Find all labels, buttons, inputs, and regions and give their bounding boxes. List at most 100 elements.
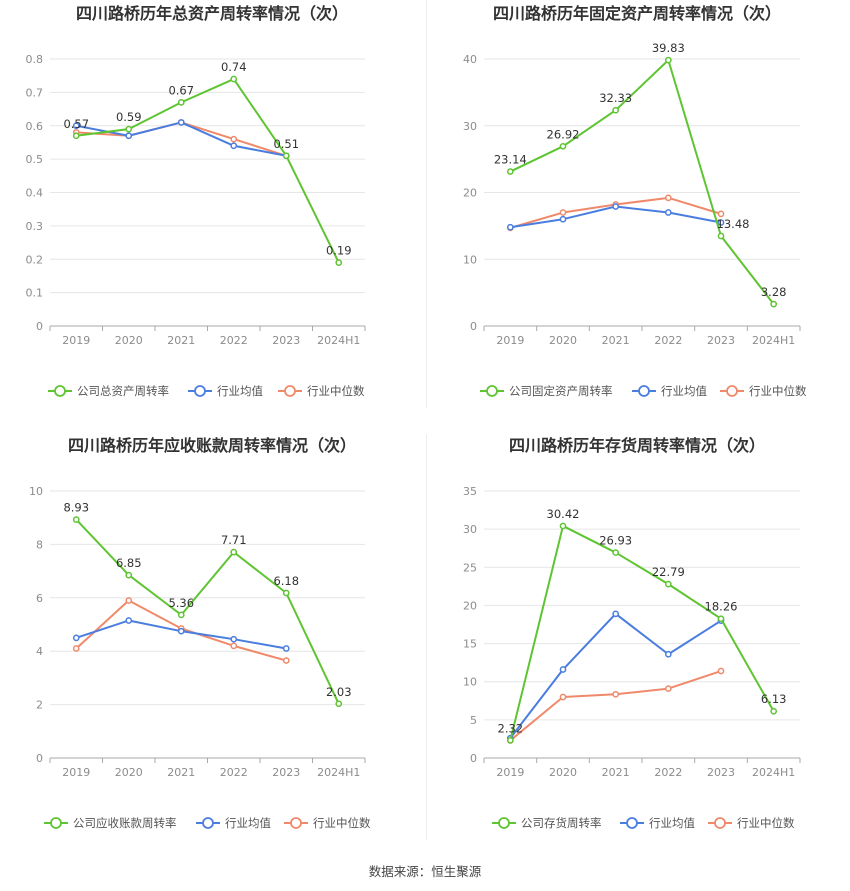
series-line-company: [509, 524, 775, 741]
legend-marker-icon: [726, 385, 738, 397]
legend-item-company[interactable]: 公司固定资产周转率: [480, 384, 613, 398]
legend-marker-icon: [194, 385, 206, 397]
data-point-company: [72, 132, 80, 140]
data-label: 0.74: [221, 60, 247, 74]
y-tick-label: 0: [470, 320, 477, 333]
x-tick-label: 2023: [272, 334, 300, 347]
y-tick-label: 6: [36, 592, 43, 605]
data-label: 26.92: [547, 127, 580, 141]
data-point-avg: [612, 610, 620, 618]
y-tick-label: 0.7: [26, 86, 44, 99]
x-tick-label: 2019: [496, 766, 524, 779]
data-point-company: [177, 99, 185, 106]
x-tick-label: 2024H1: [752, 334, 795, 347]
legend-marker-icon: [498, 817, 510, 829]
data-point-company: [282, 152, 290, 160]
data-point-median: [559, 693, 567, 701]
data-point-median: [230, 642, 238, 650]
data-point-company: [125, 571, 133, 579]
legend-item-median[interactable]: 行业中位数: [720, 384, 807, 398]
chart-panel-inventory-turnover: 四川路桥历年存货周转率情况（次） 0 5 10 15 20 25 30 35 2019 2020 20…: [425, 432, 850, 864]
legend-item-avg[interactable]: 行业均值: [196, 816, 271, 830]
data-point-company: [125, 125, 133, 133]
data-point-avg: [664, 650, 672, 658]
y-tick-label: 10: [463, 253, 477, 266]
legend-item-avg[interactable]: 行业均值: [632, 384, 707, 398]
line-chart: 四川路桥历年存货周转率情况（次） 0 5 10 15 20 25 30 35 2019 2020 20…: [463, 436, 801, 830]
x-tick-label: 2023: [272, 766, 300, 779]
data-point-avg: [559, 666, 567, 673]
data-label: 32.33: [599, 91, 632, 105]
data-point-company: [559, 142, 567, 150]
data-point-company: [230, 75, 238, 83]
data-point-company: [612, 106, 620, 114]
y-tick-label: 0: [36, 752, 43, 765]
data-label: 0.59: [116, 110, 142, 124]
data-point-company: [177, 611, 185, 619]
legend-marker-icon: [202, 817, 214, 829]
x-tick-label: 2020: [549, 766, 577, 779]
legend-label: 行业均值: [649, 816, 695, 830]
legend-label: 行业均值: [661, 384, 707, 398]
data-point-company: [770, 707, 778, 715]
legend-item-avg[interactable]: 行业均值: [188, 384, 263, 398]
y-tick-label: 0.6: [26, 120, 44, 133]
chart-title: 四川路桥历年固定资产周转率情况（次）: [493, 4, 781, 23]
x-tick-label: 2021: [167, 334, 195, 347]
legend-item-avg[interactable]: 行业均值: [620, 816, 695, 830]
data-point-company: [230, 548, 238, 556]
legend-item-median[interactable]: 行业中位数: [284, 816, 371, 830]
legend-label: 行业均值: [225, 816, 271, 830]
chart-title: 四川路桥历年总资产周转率情况（次）: [76, 4, 348, 23]
legend-label: 行业中位数: [749, 384, 807, 398]
y-tick-label: 5: [470, 714, 477, 727]
x-tick-label: 2023: [707, 334, 735, 347]
legend-item-company[interactable]: 公司总资产周转率: [48, 384, 169, 398]
series-line-company: [76, 78, 340, 264]
legend-label: 公司存货周转率: [521, 816, 602, 830]
data-point-company: [717, 615, 725, 623]
chart-title: 四川路桥历年存货周转率情况（次）: [509, 436, 765, 455]
legend-label: 行业中位数: [307, 384, 365, 398]
line-chart: 四川路桥历年固定资产周转率情况（次） 0 10 20 30 40 2019 2020 2021 2…: [463, 4, 807, 398]
legend-item-median[interactable]: 行业中位数: [708, 816, 795, 830]
data-label: 30.42: [547, 507, 580, 521]
data-label: 22.79: [652, 565, 685, 579]
data-label: 18.26: [705, 600, 738, 614]
x-tick-label: 2022: [654, 334, 682, 347]
legend-item-median[interactable]: 行业中位数: [278, 384, 365, 398]
legend-item-company[interactable]: 公司应收账款周转率: [44, 816, 177, 830]
data-label: 26.93: [599, 534, 632, 548]
data-point-avg: [282, 645, 290, 652]
y-tick-label: 0.3: [26, 220, 44, 233]
data-point-avg: [559, 215, 567, 223]
data-label: 6.18: [273, 574, 299, 588]
line-chart: 四川路桥历年应收账款周转率情况（次） 0 2 4 6 8 10 2019 2020 2021 202…: [29, 436, 371, 830]
x-tick-label: 2019: [62, 766, 90, 779]
chart-panel-receivables-turnover: 四川路桥历年应收账款周转率情况（次） 0 2 4 6 8 10 2019 2020 2021 202…: [0, 432, 425, 864]
legend-label: 公司总资产周转率: [77, 384, 169, 398]
y-tick-label: 0: [36, 320, 43, 333]
y-tick-label: 40: [463, 53, 477, 66]
x-tick-label: 2020: [115, 334, 143, 347]
y-tick-label: 10: [463, 676, 477, 689]
legend-marker-icon: [284, 385, 296, 397]
data-label: 23.14: [494, 153, 527, 167]
data-point-avg: [125, 132, 133, 140]
data-point-median: [717, 210, 725, 218]
data-point-company: [506, 168, 514, 175]
legend-label: 行业中位数: [737, 816, 795, 830]
data-point-median: [72, 645, 80, 652]
legend-item-company[interactable]: 公司存货周转率: [492, 816, 602, 830]
x-tick-label: 2022: [654, 766, 682, 779]
data-point-company: [717, 232, 725, 240]
data-point-avg: [612, 203, 620, 210]
vertical-divider-bottom: [426, 434, 427, 840]
data-label: 0.51: [273, 137, 299, 151]
data-point-median: [125, 597, 133, 604]
legend-marker-icon: [626, 817, 638, 829]
data-label: 3.28: [761, 285, 787, 299]
x-tick-label: 2024H1: [317, 766, 360, 779]
data-point-company: [664, 56, 672, 64]
data-label: 0.19: [326, 244, 352, 258]
